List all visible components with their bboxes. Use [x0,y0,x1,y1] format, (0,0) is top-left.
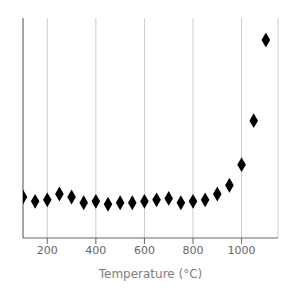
svg-text:Temperature (°C): Temperature (°C) [98,267,203,281]
svg-text:800: 800 [183,244,204,257]
svg-text:600: 600 [134,244,155,257]
svg-text:200: 200 [37,244,58,257]
svg-text:1000: 1000 [228,244,256,257]
svg-text:400: 400 [85,244,106,257]
